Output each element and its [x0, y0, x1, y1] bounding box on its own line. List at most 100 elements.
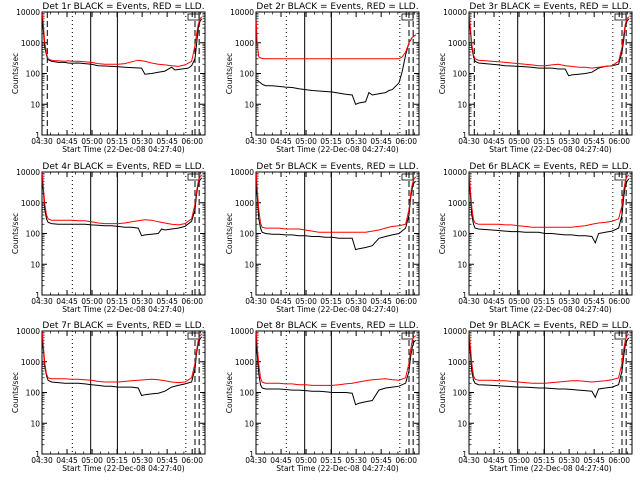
- x-tick-label: 04:45: [270, 456, 292, 465]
- y-axis-label: Counts/sec: [11, 372, 20, 413]
- panel-5: Det 5r BLACK = Events, RED = LLD. 1 10 100 1…: [225, 162, 420, 314]
- x-tick-label: 05:30: [345, 456, 367, 465]
- y-tick-label: 10: [30, 260, 40, 269]
- x-tick-label: 05:30: [345, 297, 367, 306]
- x-tick-label: 05:15: [533, 137, 555, 146]
- x-tick-label: 05:45: [583, 297, 605, 306]
- panel-9: Det 9r BLACK = Events, RED = LLD. 1 10 100 1…: [438, 321, 633, 473]
- x-tick-label: 05:00: [81, 297, 103, 306]
- x-tick-label: 04:45: [483, 297, 505, 306]
- x-tick-label: 06:00: [395, 297, 417, 306]
- y-tick-label: 1000: [448, 358, 467, 367]
- panel-6: Det 6r BLACK = Events, RED = LLD. 1 10 100 1…: [438, 162, 633, 314]
- corner-box: [401, 332, 414, 340]
- y-tick-label: 10000: [230, 327, 254, 336]
- x-tick-label: 05:15: [106, 456, 128, 465]
- y-tick-label: 10000: [443, 8, 467, 17]
- x-tick-label: 05:15: [320, 297, 342, 306]
- x-tick-label: 04:45: [56, 137, 78, 146]
- panel-1: Det 1r BLACK = Events, RED = LLD. 1 10 100 1…: [11, 2, 206, 154]
- y-tick-label: 1: [249, 291, 254, 300]
- y-tick-label: 100: [453, 230, 468, 239]
- y-tick-label: 10000: [443, 168, 467, 177]
- y-tick-label: 10: [457, 260, 467, 269]
- panel-frame: [41, 11, 206, 136]
- x-tick-label: 05:45: [370, 297, 392, 306]
- lld-series-line: [41, 173, 203, 226]
- y-tick-label: 1: [462, 450, 467, 459]
- y-tick-label: 10000: [16, 327, 40, 336]
- y-tick-label: 1000: [448, 199, 467, 208]
- x-tick-label: 05:30: [131, 297, 153, 306]
- x-tick-label: 05:00: [508, 456, 530, 465]
- x-tick-label: 05:00: [508, 137, 530, 146]
- events-series-line: [256, 34, 416, 105]
- lld-series-line: [468, 13, 630, 69]
- x-tick-label: 04:30: [245, 297, 267, 306]
- corner-box: [614, 13, 627, 21]
- y-tick-label: 10: [457, 419, 467, 428]
- y-tick-label: 1000: [235, 199, 254, 208]
- y-tick-label: 10: [244, 419, 254, 428]
- x-axis-label: Start Time (22-Dec-08 04:27:40): [62, 305, 184, 314]
- x-tick-label: 06:00: [181, 297, 203, 306]
- x-tick-label: 06:00: [395, 137, 417, 146]
- y-tick-label: 1: [35, 450, 40, 459]
- panel-frame: [255, 11, 420, 136]
- corner-box: [401, 13, 414, 21]
- x-tick-label: 04:30: [31, 456, 53, 465]
- y-tick-label: 1000: [21, 199, 40, 208]
- x-tick-label: 05:45: [156, 137, 178, 146]
- corner-box: [614, 173, 627, 181]
- x-tick-label: 05:45: [156, 297, 178, 306]
- x-tick-label: 06:00: [608, 137, 630, 146]
- lld-series-line: [468, 173, 630, 228]
- x-tick-label: 05:45: [583, 137, 605, 146]
- x-tick-label: 05:30: [558, 137, 580, 146]
- x-tick-label: 05:45: [370, 456, 392, 465]
- x-tick-label: 05:00: [81, 137, 103, 146]
- x-tick-label: 05:00: [81, 456, 103, 465]
- x-axis-label: Start Time (22-Dec-08 04:27:40): [276, 145, 398, 154]
- x-tick-label: 05:15: [533, 456, 555, 465]
- y-tick-label: 1000: [21, 39, 40, 48]
- panel-frame: [41, 330, 206, 455]
- y-tick-label: 1000: [448, 39, 467, 48]
- panel-frame: [468, 11, 633, 136]
- y-tick-label: 10: [244, 100, 254, 109]
- x-axis-label: Start Time (22-Dec-08 04:27:40): [62, 145, 184, 154]
- panel-frame: [255, 171, 420, 296]
- x-tick-label: 06:00: [181, 456, 203, 465]
- panel-4: Det 4r BLACK = Events, RED = LLD. 1 10 100 1…: [11, 162, 206, 314]
- panel-3: Det 3r BLACK = Events, RED = LLD. 1 10 100 1…: [438, 2, 633, 154]
- x-tick-label: 04:30: [458, 456, 480, 465]
- panel-7: Det 7r BLACK = Events, RED = LLD. 1 10 100 1…: [11, 321, 206, 473]
- y-tick-label: 10: [457, 100, 467, 109]
- y-tick-label: 100: [26, 230, 41, 239]
- x-tick-label: 05:00: [508, 297, 530, 306]
- x-axis-label: Start Time (22-Dec-08 04:27:40): [489, 145, 611, 154]
- y-axis-label: Counts/sec: [11, 53, 20, 94]
- y-tick-label: 1000: [21, 358, 40, 367]
- y-tick-label: 100: [26, 70, 41, 79]
- panel-title: Det 1r BLACK = Events, RED = LLD.: [42, 2, 204, 12]
- corner-box: [187, 173, 200, 181]
- y-axis-label: Counts/sec: [11, 213, 20, 254]
- x-tick-label: 05:15: [106, 137, 128, 146]
- y-tick-label: 100: [240, 389, 255, 398]
- x-tick-label: 05:00: [295, 456, 317, 465]
- y-tick-label: 10: [30, 100, 40, 109]
- x-tick-label: 04:45: [56, 297, 78, 306]
- y-tick-label: 1: [249, 450, 254, 459]
- x-tick-label: 04:30: [458, 297, 480, 306]
- panel-title: Det 5r BLACK = Events, RED = LLD.: [256, 162, 418, 172]
- events-series-line: [468, 14, 630, 77]
- panel-title: Det 4r BLACK = Events, RED = LLD.: [42, 162, 204, 172]
- x-tick-label: 05:00: [295, 137, 317, 146]
- lld-series-line: [41, 332, 203, 384]
- y-tick-label: 1000: [235, 39, 254, 48]
- x-axis-label: Start Time (22-Dec-08 04:27:40): [62, 464, 184, 473]
- y-axis-label: Counts/sec: [225, 53, 234, 94]
- x-tick-label: 04:45: [483, 456, 505, 465]
- panel-title: Det 3r BLACK = Events, RED = LLD.: [469, 2, 631, 12]
